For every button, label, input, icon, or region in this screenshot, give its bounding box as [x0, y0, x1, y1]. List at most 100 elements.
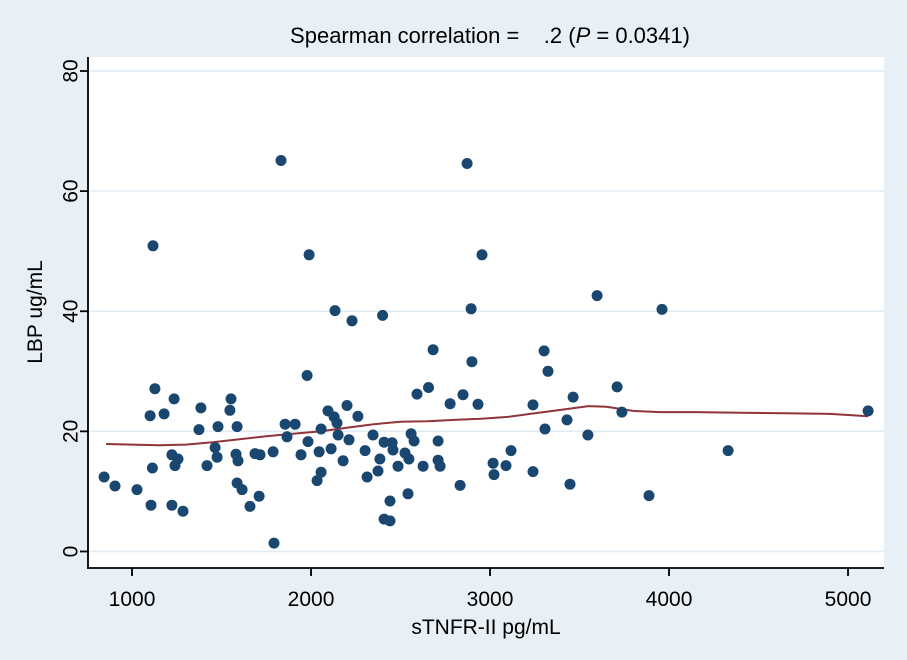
data-point	[193, 424, 205, 436]
data-point	[466, 356, 478, 368]
data-point	[329, 305, 341, 317]
data-point	[465, 303, 477, 315]
data-point	[201, 460, 213, 472]
data-point	[862, 405, 874, 417]
data-point	[313, 446, 325, 458]
y-tick-label-40: 40	[60, 300, 83, 323]
x-tick-label-3000: 3000	[467, 588, 514, 611]
data-point	[98, 471, 110, 483]
data-point	[722, 445, 734, 457]
data-point	[408, 435, 420, 447]
data-point	[289, 418, 301, 430]
x-axis-title: sTNFR-II pg/mL	[411, 616, 561, 639]
data-point	[343, 434, 355, 446]
data-point	[147, 240, 159, 252]
x-tick-label-2000: 2000	[288, 588, 335, 611]
data-point	[432, 435, 444, 447]
data-point	[145, 499, 157, 511]
data-point	[384, 495, 396, 507]
x-tick-label-5000: 5000	[825, 588, 872, 611]
data-point	[281, 431, 293, 443]
data-point	[232, 455, 244, 467]
y-tick-label-80: 80	[60, 59, 83, 82]
data-point	[224, 404, 236, 416]
chart-title-prefix: Spearman correlation = .2 (	[290, 23, 576, 48]
data-point	[542, 365, 554, 377]
data-point	[461, 158, 473, 169]
data-point	[301, 370, 313, 381]
data-point	[254, 449, 266, 461]
data-point	[582, 429, 594, 441]
data-point	[500, 460, 512, 472]
data-point	[253, 490, 265, 502]
data-point	[311, 475, 323, 487]
data-point	[378, 436, 390, 448]
data-point	[346, 315, 358, 327]
data-point	[144, 410, 156, 422]
data-point	[332, 429, 344, 441]
data-point	[279, 418, 291, 430]
data-point	[267, 446, 279, 458]
data-point	[367, 429, 379, 441]
data-point	[275, 155, 287, 166]
data-point	[212, 421, 224, 433]
data-point	[434, 460, 446, 472]
data-point	[454, 479, 466, 491]
data-point	[564, 478, 576, 490]
data-point	[158, 408, 170, 420]
data-point	[384, 515, 396, 527]
data-point	[337, 455, 349, 467]
data-point	[643, 490, 655, 502]
data-point	[325, 443, 337, 455]
x-tick-label-1000: 1000	[109, 588, 156, 611]
data-point	[457, 389, 469, 401]
data-point	[539, 423, 551, 435]
data-point	[472, 398, 484, 410]
data-point	[315, 423, 327, 435]
y-tick-label-20: 20	[60, 420, 83, 443]
data-point	[538, 345, 550, 357]
data-point	[352, 410, 364, 422]
data-point	[392, 460, 404, 472]
chart-title-suffix: = 0.0341)	[590, 23, 690, 48]
data-point	[341, 400, 353, 411]
data-point	[236, 484, 248, 496]
chart-title-p-symbol: P	[575, 23, 591, 48]
plot-background	[88, 57, 884, 568]
y-tick-label-0: 0	[60, 546, 83, 558]
data-point	[616, 406, 628, 418]
data-point	[225, 393, 237, 405]
data-point	[231, 421, 243, 433]
data-point	[377, 309, 389, 321]
data-point	[656, 303, 668, 315]
data-point	[567, 391, 579, 403]
data-point	[146, 462, 158, 474]
data-point	[195, 402, 207, 414]
lowess-line	[106, 405, 869, 447]
data-point	[109, 480, 121, 492]
data-point	[611, 381, 623, 393]
data-point	[561, 414, 573, 426]
data-point	[303, 249, 315, 261]
data-point	[374, 453, 386, 465]
x-tick-label-4000: 4000	[646, 588, 693, 611]
data-point	[131, 484, 143, 496]
data-point	[149, 383, 161, 395]
data-point	[427, 344, 439, 356]
data-point	[527, 466, 539, 478]
data-point	[487, 457, 499, 469]
y-tick-label-60: 60	[60, 179, 83, 202]
data-point	[359, 445, 371, 457]
data-point	[403, 453, 415, 465]
data-point	[268, 537, 280, 549]
data-point	[166, 499, 178, 511]
data-point	[302, 436, 314, 448]
data-point	[244, 500, 256, 512]
data-point	[387, 444, 399, 456]
data-point	[372, 465, 384, 477]
data-point	[411, 388, 423, 400]
data-point	[417, 460, 429, 472]
data-point	[331, 417, 343, 429]
